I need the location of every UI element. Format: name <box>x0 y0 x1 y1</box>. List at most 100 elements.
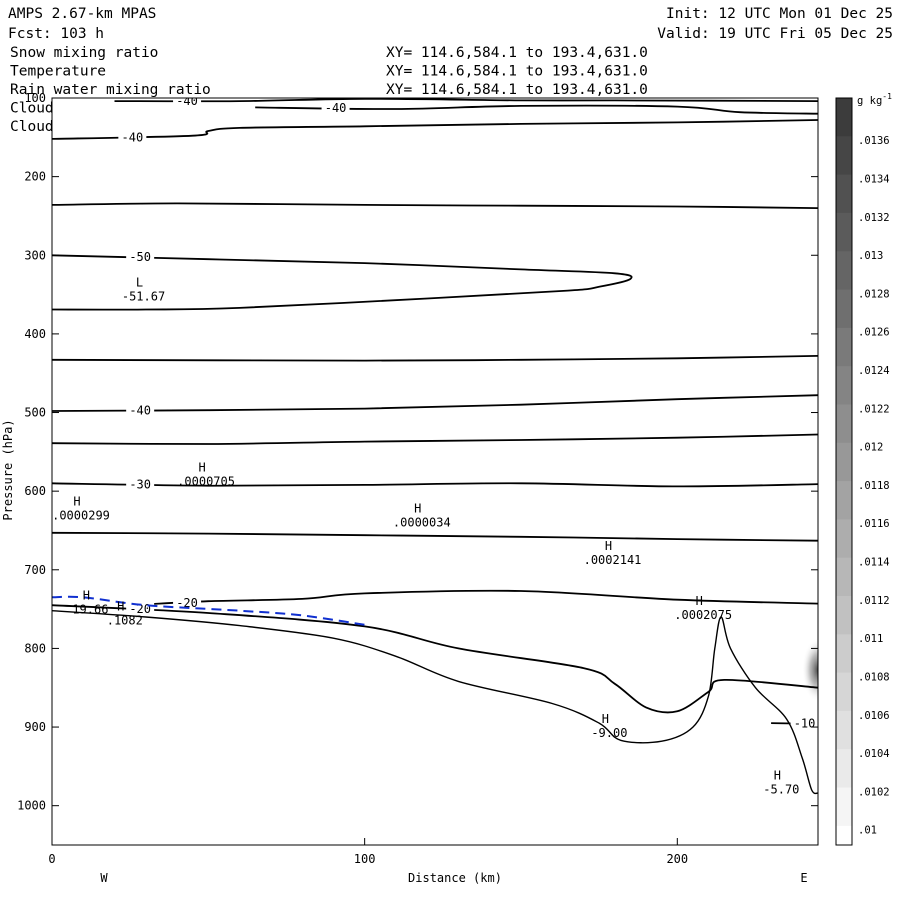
extremum-type: H <box>83 589 90 603</box>
distance-axis: 0 100 200 <box>48 838 688 866</box>
colorbar-swatch <box>836 174 852 214</box>
isotherm-label: -30 <box>129 477 151 491</box>
isotherm-label-bg <box>173 594 202 609</box>
extremum-value: -5.70 <box>763 783 799 797</box>
extremum-type: H <box>198 461 205 475</box>
y-tick-label: 100 <box>24 91 46 105</box>
colorbar-tick: .0116 <box>858 518 890 530</box>
colorbar-tick: .0124 <box>858 365 890 377</box>
extremum-value: -9.00 <box>591 726 627 740</box>
x-axis-label: Distance (km) <box>408 871 502 885</box>
colorbar-swatch <box>836 634 852 674</box>
temperature-contours: -40 -40 -40 -50 -40 -30 -20 -20 -10 <box>52 94 818 731</box>
x-tick-label: 200 <box>666 852 688 866</box>
colorbar-swatch <box>836 710 852 750</box>
colorbar-swatch <box>836 557 852 597</box>
isotherm-line <box>145 589 818 606</box>
colorbar-tick: .011 <box>858 633 883 645</box>
colorbar-tick: .0132 <box>858 212 890 224</box>
y-axis-label: Pressure (hPa) <box>1 419 15 520</box>
isotherm-label-bg <box>126 249 155 264</box>
colorbar-tick: .0102 <box>858 786 890 798</box>
x-tick-label: 0 <box>48 852 55 866</box>
field-name: Rain water mixing ratio <box>10 82 211 98</box>
colorbar-swatch <box>836 327 852 367</box>
colorbar-units: g kg-1 <box>857 92 892 107</box>
colorbar-tick: .0126 <box>858 327 890 339</box>
forecast-hour: Fcst: 103 h <box>8 26 104 42</box>
isotherm-line <box>114 98 818 103</box>
west-label: W <box>100 871 108 885</box>
isotherm-label-bg <box>321 100 350 115</box>
extremum-value: .0002075 <box>674 608 732 622</box>
y-tick-label: 200 <box>24 170 46 184</box>
colorbar-tick: .0108 <box>858 671 890 683</box>
colorbar: .0136 .0134 .0132 .013 .0128 .0126 .0124 .0122.… <box>835 97 890 865</box>
y-tick-label: 400 <box>24 327 46 341</box>
colorbar-tick: .0134 <box>858 173 890 185</box>
x-tick-label: 100 <box>354 852 376 866</box>
isotherm-label-bg <box>173 98 202 108</box>
colorbar-tick: .0112 <box>858 595 890 607</box>
plot-area <box>52 98 818 845</box>
colorbar-tick: .012 <box>858 442 883 454</box>
extremum-value: .0000299 <box>52 508 110 522</box>
colorbar-tick: .0114 <box>858 557 890 569</box>
colorbar-swatch <box>836 289 852 329</box>
extremum-value: .0002141 <box>584 553 642 567</box>
isotherm-label-bg <box>126 402 155 417</box>
colorbar-swatch <box>836 596 852 635</box>
isotherm-label: -40 <box>122 130 144 144</box>
colorbar-swatch <box>836 136 852 176</box>
colorbar-swatch <box>836 404 852 444</box>
y-tick-label: 800 <box>24 641 46 655</box>
extremum-type: H <box>414 501 421 515</box>
isotherm-line <box>52 531 818 542</box>
isotherm-line <box>52 433 818 445</box>
isotherm-line <box>52 202 818 209</box>
colorbar-tick: .0136 <box>858 135 890 147</box>
extremum-value: .0000705 <box>177 475 235 489</box>
isotherm-label: -10 <box>794 717 816 731</box>
extremum-type: H <box>696 594 703 608</box>
pressure-axis: 100 200 300 400 500 600 700 800 900 1000 <box>17 91 818 813</box>
colorbar-swatch <box>836 442 852 482</box>
y-tick-label: 900 <box>24 720 46 734</box>
colorbar-swatch <box>836 481 852 520</box>
field-name: Temperature <box>10 64 106 80</box>
colorbar-tick: .0104 <box>858 748 890 760</box>
colorbar-tick: .0118 <box>858 480 890 492</box>
isotherm-label: -40 <box>325 101 347 115</box>
extremum-value: -51.67 <box>122 290 165 304</box>
y-tick-label: 500 <box>24 406 46 420</box>
colorbar-tick: .0106 <box>858 710 890 722</box>
field-xy: XY= 114.6,584.1 to 193.4,631.0 <box>386 64 648 80</box>
colorbar-tick: .0122 <box>858 403 890 415</box>
extremum-type: H <box>605 539 612 553</box>
extremum-value: 19.66 <box>72 603 108 617</box>
isotherm-line <box>52 119 818 140</box>
extremum-type: H <box>774 769 781 783</box>
valid-time: Valid: 19 UTC Fri 05 Dec 25 <box>657 26 893 42</box>
y-tick-label: 700 <box>24 563 46 577</box>
colorbar-swatch <box>836 749 852 789</box>
y-tick-label: 600 <box>24 484 46 498</box>
colorbar-swatch <box>836 366 852 405</box>
colorbar-swatch <box>836 787 852 827</box>
isotherm-line <box>255 104 818 115</box>
y-tick-label: 300 <box>24 248 46 262</box>
colorbar-swatch <box>836 98 852 137</box>
isotherm-line <box>52 355 818 362</box>
extremum-value: .1082 <box>107 614 143 628</box>
isotherm-line <box>52 394 818 412</box>
isotherm-label: -40 <box>176 94 198 108</box>
model-title: AMPS 2.67-km MPAS <box>8 6 156 22</box>
colorbar-swatch <box>836 212 852 252</box>
colorbar-swatch <box>836 251 852 291</box>
isotherm-label: -20 <box>176 596 198 610</box>
isotherm-line <box>52 482 818 488</box>
extremum-type: H <box>117 600 124 614</box>
isotherm-label: -40 <box>129 404 151 418</box>
